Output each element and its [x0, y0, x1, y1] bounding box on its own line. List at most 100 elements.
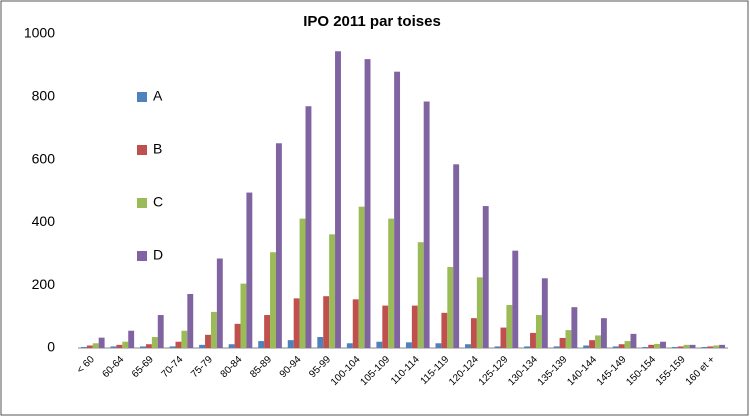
bar — [595, 335, 601, 348]
legend-swatch — [137, 92, 147, 102]
bar — [600, 318, 607, 348]
bar — [364, 59, 371, 349]
bar — [565, 330, 572, 348]
bar — [589, 340, 596, 348]
y-tick-label: 400 — [32, 213, 56, 229]
bar — [376, 341, 383, 348]
legend-swatch — [137, 198, 147, 208]
bar — [394, 71, 401, 349]
bar — [116, 344, 123, 348]
bar — [92, 343, 99, 348]
bar — [677, 346, 684, 348]
bar — [494, 346, 501, 348]
bar — [671, 347, 678, 348]
legend-label: B — [153, 141, 162, 157]
bar — [719, 344, 726, 348]
bar — [648, 344, 655, 348]
bar — [541, 278, 548, 348]
y-tick-label: 1000 — [24, 25, 55, 41]
bar — [358, 206, 365, 348]
bar — [405, 342, 412, 348]
legend-swatch — [137, 251, 147, 261]
bar — [689, 344, 696, 348]
bar — [228, 344, 235, 348]
bar — [205, 334, 211, 348]
bar — [181, 330, 188, 348]
bar — [441, 312, 448, 348]
bar — [175, 341, 182, 348]
bar — [140, 346, 146, 348]
legend-label: D — [153, 247, 163, 263]
bar — [346, 343, 353, 348]
bar — [240, 283, 247, 348]
bar — [624, 341, 631, 348]
bar — [530, 332, 536, 348]
bar — [506, 304, 513, 348]
bar — [352, 299, 359, 348]
y-tick-label: 600 — [32, 150, 56, 166]
bar — [122, 341, 129, 348]
bar — [683, 344, 690, 348]
bar — [86, 345, 93, 348]
bar — [447, 266, 454, 348]
bar — [411, 305, 418, 348]
bar — [329, 234, 336, 348]
bar — [317, 337, 324, 348]
bar — [157, 315, 164, 348]
bar — [270, 252, 276, 348]
bar — [151, 337, 158, 348]
bar — [435, 343, 442, 348]
bar — [423, 101, 430, 348]
legend-label: C — [153, 194, 163, 210]
bar — [524, 346, 531, 348]
bar — [323, 296, 330, 348]
bar — [559, 337, 566, 348]
legend-label: A — [153, 88, 163, 104]
bar — [707, 346, 714, 348]
bar — [630, 333, 637, 348]
bar — [246, 192, 253, 348]
bar — [618, 344, 625, 348]
bar — [305, 106, 312, 348]
bar — [234, 323, 241, 348]
y-tick-label: 800 — [32, 88, 56, 104]
bar — [299, 218, 306, 348]
bar — [275, 143, 282, 348]
bar — [713, 345, 720, 348]
bar — [258, 341, 265, 348]
bar — [571, 307, 578, 348]
bar — [199, 344, 206, 348]
bar — [80, 347, 87, 348]
bar — [476, 277, 483, 348]
bar — [335, 51, 341, 349]
y-tick-label: 200 — [32, 276, 56, 292]
bar — [701, 347, 708, 348]
bar — [453, 164, 460, 348]
legend-swatch — [137, 145, 147, 155]
bar — [98, 337, 105, 348]
bar — [465, 344, 471, 348]
bar — [553, 346, 560, 348]
bar — [654, 343, 661, 348]
bar — [216, 258, 223, 348]
bar — [110, 346, 117, 348]
y-tick-label: 0 — [47, 339, 55, 355]
bar — [264, 315, 271, 348]
chart-title: IPO 2011 par toises — [303, 13, 441, 30]
bar — [642, 347, 649, 348]
bar — [470, 318, 477, 348]
bar — [169, 346, 176, 348]
bar — [660, 341, 666, 348]
bar — [512, 250, 519, 348]
bar — [382, 305, 389, 348]
bar — [187, 293, 194, 348]
bar — [417, 242, 424, 348]
bar — [293, 298, 300, 348]
bar — [210, 311, 217, 348]
bar — [612, 346, 619, 348]
bar — [287, 340, 294, 348]
bar — [482, 206, 489, 348]
bar — [145, 344, 152, 348]
